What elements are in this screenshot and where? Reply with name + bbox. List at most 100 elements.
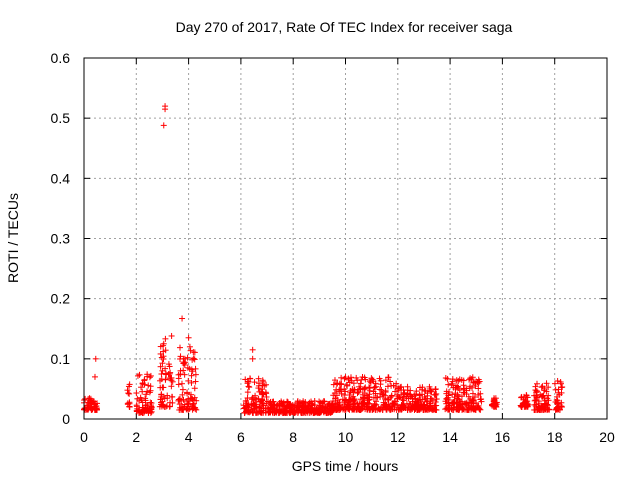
data-point	[168, 332, 175, 339]
data-point	[351, 387, 358, 394]
data-point	[466, 404, 473, 411]
data-point	[557, 378, 564, 385]
data-point	[404, 383, 411, 390]
y-tick-label: 0.3	[51, 231, 71, 247]
x-tick-label: 20	[599, 429, 615, 445]
data-point	[133, 402, 140, 409]
data-point	[321, 407, 328, 414]
data-point	[469, 384, 476, 391]
data-point	[162, 335, 169, 342]
data-point	[158, 399, 165, 406]
data-point	[126, 403, 133, 410]
data-point	[417, 396, 424, 403]
y-tick-label: 0.1	[51, 351, 71, 367]
data-point	[387, 378, 394, 385]
data-point	[386, 404, 393, 411]
data-point	[176, 344, 183, 351]
data-point	[343, 404, 350, 411]
data-point	[404, 390, 411, 397]
data-point	[467, 375, 474, 382]
data-point	[357, 406, 364, 413]
data-point	[270, 401, 277, 408]
data-point	[399, 401, 406, 408]
data-point	[477, 396, 484, 403]
data-point	[164, 392, 171, 399]
data-point	[244, 380, 251, 387]
data-point	[330, 381, 337, 388]
data-point	[241, 409, 248, 416]
data-point	[453, 377, 460, 384]
data-point	[449, 391, 456, 398]
data-point	[187, 347, 194, 354]
data-point	[450, 404, 457, 411]
data-point	[89, 399, 96, 406]
data-point	[188, 379, 195, 386]
data-point	[140, 406, 147, 413]
data-point	[257, 409, 264, 416]
data-point	[126, 390, 133, 397]
data-point	[384, 383, 391, 390]
data-point	[179, 386, 186, 393]
data-point	[442, 398, 449, 405]
data-point	[432, 392, 439, 399]
data-point	[432, 386, 439, 393]
data-point	[136, 371, 143, 378]
data-point	[259, 391, 266, 398]
data-point	[157, 363, 164, 370]
data-point	[160, 340, 167, 347]
data-point	[552, 386, 559, 393]
data-point	[265, 409, 272, 416]
data-point	[380, 391, 387, 398]
data-point	[366, 391, 373, 398]
data-point	[186, 343, 193, 350]
x-tick-label: 2	[132, 429, 140, 445]
data-point	[245, 407, 252, 414]
data-point	[185, 334, 192, 341]
data-point	[162, 106, 169, 113]
data-point	[523, 392, 530, 399]
data-point	[388, 382, 395, 389]
data-point	[334, 380, 341, 387]
data-point	[333, 399, 340, 406]
data-point	[385, 396, 392, 403]
data-point	[192, 378, 199, 385]
data-point	[535, 406, 542, 413]
data-point	[543, 380, 550, 387]
data-point	[138, 384, 145, 391]
data-point	[456, 387, 463, 394]
data-point	[338, 374, 345, 381]
data-point	[124, 400, 131, 407]
data-point	[168, 383, 175, 390]
data-point	[260, 378, 267, 385]
data-point	[191, 394, 198, 401]
data-point	[347, 374, 354, 381]
data-point	[540, 392, 547, 399]
data-point	[242, 404, 249, 411]
data-point	[192, 371, 199, 378]
data-point	[336, 387, 343, 394]
data-point	[531, 397, 538, 404]
data-point	[552, 406, 559, 413]
data-point	[398, 383, 405, 390]
data-point	[181, 360, 188, 367]
data-point	[178, 380, 185, 387]
data-point	[366, 377, 373, 384]
data-point	[157, 350, 164, 357]
data-point	[330, 392, 337, 399]
data-point	[533, 389, 540, 396]
data-point	[339, 396, 346, 403]
data-point	[368, 375, 375, 382]
data-point	[158, 354, 165, 361]
data-point	[175, 375, 182, 382]
data-point	[466, 376, 473, 383]
data-point	[389, 401, 396, 408]
data-point	[366, 387, 373, 394]
data-point	[161, 403, 168, 410]
data-point	[148, 408, 155, 415]
x-tick-label: 12	[390, 429, 406, 445]
data-point	[245, 378, 252, 385]
data-point	[139, 388, 146, 395]
data-point	[284, 398, 291, 405]
data-point	[251, 379, 258, 386]
data-point	[190, 349, 197, 356]
